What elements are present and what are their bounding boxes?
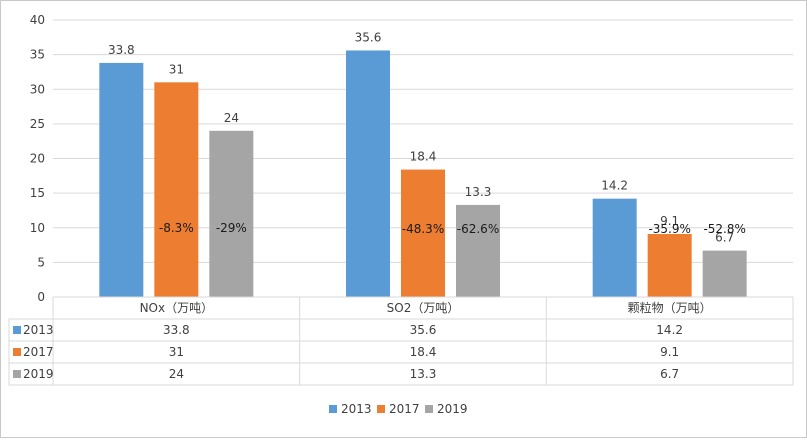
table-cell: 18.4 — [410, 345, 437, 359]
pct-change-label: -35.9% — [648, 222, 690, 236]
data-label: 13.3 — [465, 185, 492, 199]
data-label: 31 — [169, 62, 184, 76]
legend-swatch — [329, 405, 337, 413]
table-cell: 6.7 — [660, 367, 679, 381]
data-label: 9.1 — [660, 214, 679, 228]
bar-2017 — [401, 169, 445, 297]
bar-2017 — [647, 233, 692, 297]
table-cell: 35.6 — [410, 323, 437, 337]
y-tick-label: 35 — [30, 48, 45, 62]
table-cell: 13.3 — [410, 367, 437, 381]
legend-label: 2017 — [389, 402, 420, 416]
bar-2013 — [592, 198, 637, 297]
y-tick-label: 20 — [30, 152, 45, 166]
legend-swatch — [425, 405, 433, 413]
bar-2017 — [154, 82, 199, 297]
y-tick-label: 30 — [30, 82, 45, 96]
data-label: 6.7 — [715, 231, 734, 245]
data-label: 24 — [224, 111, 239, 125]
legend-label: 2013 — [341, 402, 372, 416]
category-label: 颗粒物（万吨） — [628, 300, 712, 315]
legend-swatch — [377, 405, 385, 413]
pct-change-label: -29% — [216, 221, 247, 235]
table-legend-key — [13, 348, 21, 356]
category-label: SO2（万吨） — [387, 301, 460, 315]
series-label: 2019 — [23, 367, 54, 381]
pct-change-label: -48.3% — [402, 222, 444, 236]
y-tick-label: 5 — [37, 255, 45, 269]
bar-2013 — [346, 50, 390, 297]
table-cell: 9.1 — [660, 345, 679, 359]
table-cell: 31 — [169, 345, 184, 359]
data-label: 33.8 — [108, 43, 135, 57]
data-label: 18.4 — [410, 150, 437, 164]
y-tick-label: 40 — [30, 13, 45, 27]
y-tick-label: 25 — [30, 117, 45, 131]
series-label: 2017 — [23, 345, 54, 359]
bar-2019 — [702, 250, 747, 297]
table-cell: 14.2 — [656, 323, 683, 337]
table-cell: 33.8 — [163, 323, 190, 337]
pct-change-label: -52.8% — [703, 222, 745, 236]
bar-2019 — [456, 204, 500, 297]
table-cell: 24 — [169, 367, 184, 381]
table-legend-key — [13, 326, 21, 334]
data-label: 35.6 — [355, 30, 382, 44]
bar-2013 — [99, 62, 144, 298]
legend-label: 2019 — [437, 402, 468, 416]
bar-2019 — [209, 130, 254, 297]
y-tick-label: 10 — [30, 221, 45, 235]
data-label: 14.2 — [601, 179, 628, 193]
pct-change-label: -62.6% — [457, 222, 499, 236]
pct-change-label: -8.3% — [159, 221, 194, 235]
category-label: NOx（万吨） — [140, 301, 214, 315]
y-tick-label: 0 — [37, 290, 45, 304]
series-label: 2013 — [23, 323, 54, 337]
table-legend-key — [13, 370, 21, 378]
y-tick-label: 15 — [30, 186, 45, 200]
